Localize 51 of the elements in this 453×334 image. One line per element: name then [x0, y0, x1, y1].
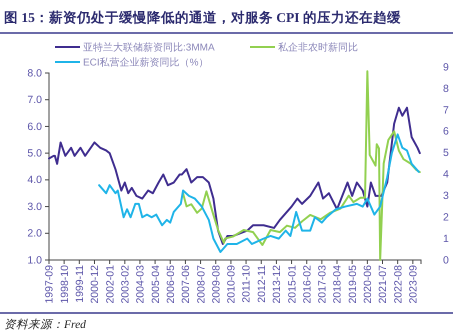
- x-tick-label: 2019-05: [346, 264, 359, 304]
- line-series: [182, 70, 421, 261]
- y2-tick-label: 7: [443, 104, 449, 116]
- y2-tick-label: 6: [443, 126, 449, 138]
- x-tick-label: 1998-10: [58, 264, 71, 304]
- y2-tick-label: 8: [443, 82, 449, 95]
- x-tick-label: 2006-05: [164, 264, 177, 304]
- y2-tick-label: 5: [443, 147, 449, 160]
- y-tick-label: 7.0: [27, 94, 42, 106]
- y2-tick-label: 0: [443, 254, 449, 266]
- x-tick-label: 2003-02: [120, 264, 132, 304]
- x-tick-label: 2005-04: [150, 264, 162, 304]
- y-tick-label: 8.0: [27, 67, 42, 80]
- x-tick-label: 2008-07: [195, 264, 208, 304]
- x-tick-label: 2020-06: [362, 264, 374, 304]
- x-tick-label: 2017-03: [316, 264, 329, 304]
- x-tick-label: 2012-11: [256, 264, 268, 303]
- x-tick-label: 2021-07: [377, 264, 390, 304]
- x-tick-label: 2004-03: [134, 264, 147, 304]
- x-tick-label: 2015-01: [286, 264, 298, 304]
- line-series: [98, 133, 420, 253]
- text: 资料来源：Fred: [4, 318, 86, 331]
- y2-tick-label: 1: [443, 232, 449, 245]
- y-tick-label: 3.0: [27, 200, 42, 213]
- x-tick-label: 2022-08: [392, 264, 404, 304]
- chart-title: 图 15：薪资仍处于缓慢降低的通道，对服务 CPI 的压力还在趋缓: [4, 10, 402, 25]
- x-tick-label: 2010-09: [226, 264, 238, 304]
- x-tick-label: 2016-02: [301, 264, 314, 304]
- y-tick-label: 1.0: [27, 254, 42, 266]
- x-tick-label: 2018-04: [332, 264, 344, 304]
- x-tick-label: 2007-06: [180, 264, 192, 304]
- line-series: [48, 106, 421, 245]
- x-tick-label: 2023-09: [408, 264, 420, 304]
- y2-tick-label: 3: [443, 190, 449, 202]
- y-tick-label: 6.0: [27, 120, 42, 133]
- y2-tick-label: 2: [443, 211, 449, 224]
- x-tick-label: 1999-11: [74, 264, 86, 303]
- legend-label: ECI私营企业薪资同比（%）: [83, 56, 209, 68]
- y-tick-label: 4.0: [27, 174, 42, 186]
- y2-tick-label: 4: [443, 168, 449, 181]
- legend-label: 亚特兰大联储薪资同比:3MMA: [83, 42, 215, 54]
- x-tick-label: 2013-12: [271, 264, 284, 304]
- x-tick-label: 2011-10: [240, 264, 253, 303]
- x-tick-label: 1997-09: [44, 264, 56, 304]
- y2-tick-label: 9: [443, 61, 449, 74]
- legend-label: 私企非农时薪同比: [278, 42, 358, 54]
- x-tick-label: 2000-12: [89, 264, 102, 304]
- x-tick-label: 2002-01: [104, 264, 116, 304]
- x-tick-label: 2009-08: [210, 264, 222, 304]
- y-tick-label: 5.0: [27, 148, 42, 160]
- y-tick-label: 2.0: [27, 228, 42, 240]
